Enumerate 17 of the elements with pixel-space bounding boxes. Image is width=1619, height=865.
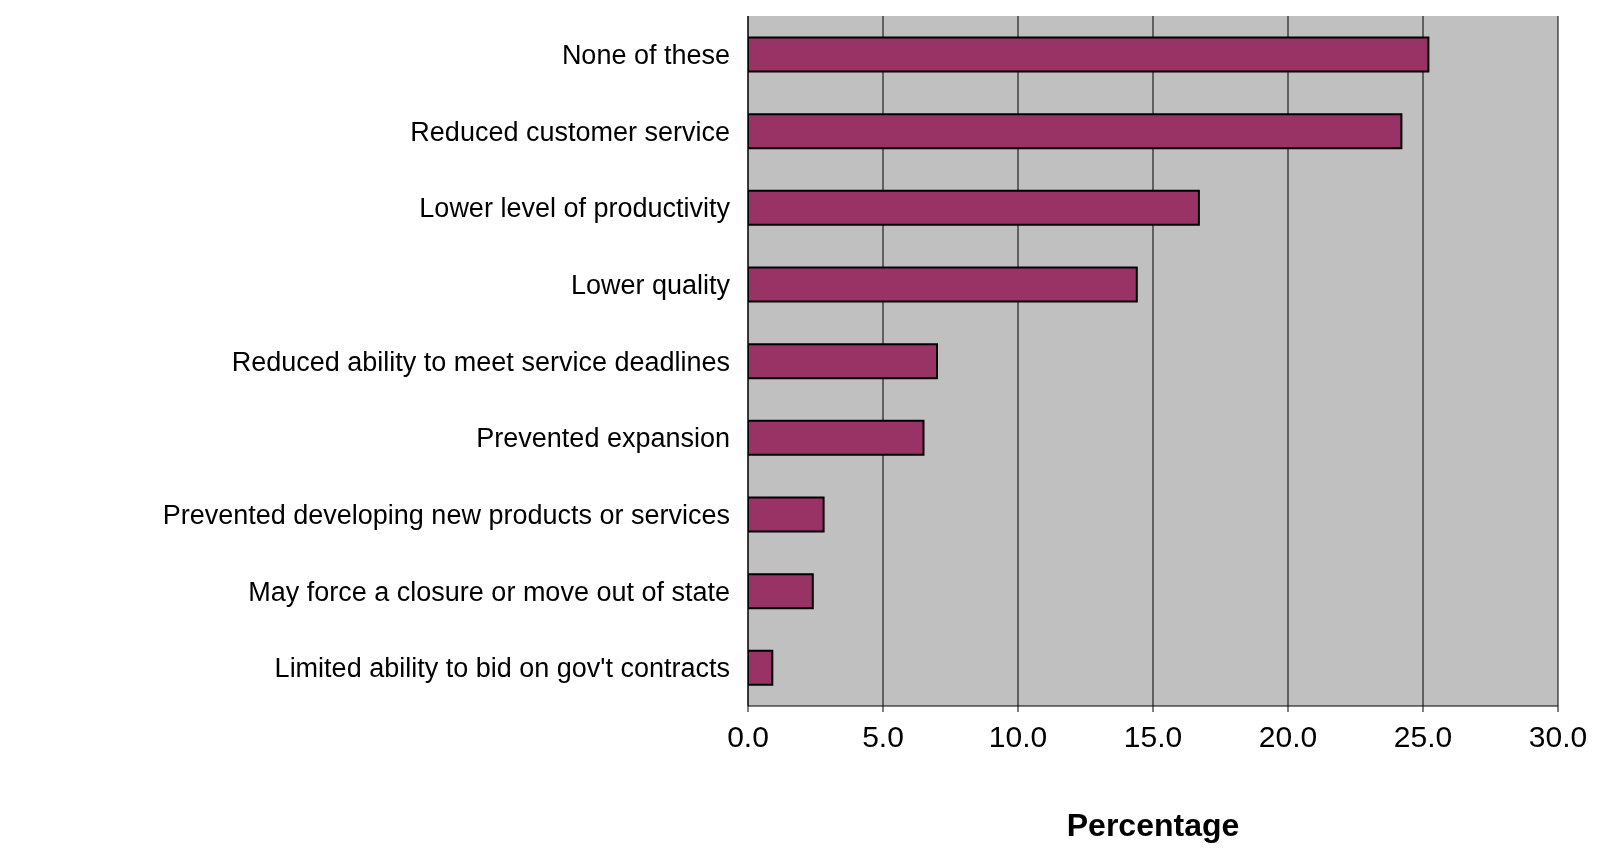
y-tick-label: Limited ability to bid on gov't contracts: [274, 653, 730, 684]
x-tick-label: 25.0: [1393, 720, 1453, 754]
x-tick-label: 0.0: [727, 720, 769, 754]
x-axis-title: Percentage: [1066, 807, 1240, 843]
y-tick-label: Prevented expansion: [476, 423, 730, 454]
x-tick-label: 5.0: [862, 720, 904, 754]
y-tick-label: Reduced ability to meet service deadlines: [231, 346, 730, 377]
y-tick-label: Lower level of productivity: [419, 193, 731, 224]
y-tick-label: Lower quality: [570, 269, 731, 300]
x-tick-label: 10.0: [988, 720, 1048, 754]
y-tick-label: None of these: [561, 39, 730, 70]
x-tick-label: 15.0: [1123, 720, 1183, 754]
y-tick-label: May force a closure or move out of state: [248, 576, 730, 607]
y-tick-label: Reduced customer service: [410, 116, 730, 147]
x-tick-label: 30.0: [1528, 720, 1588, 754]
y-tick-label: Prevented developing new products or services: [162, 499, 730, 530]
x-tick-label: 20.0: [1258, 720, 1318, 754]
